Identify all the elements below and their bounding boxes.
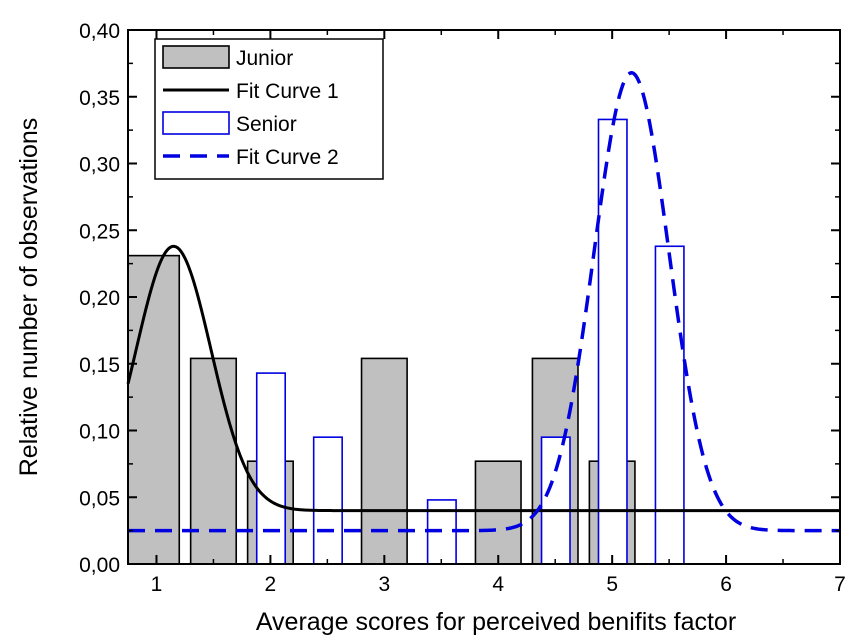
legend-label-fit-curve-2: Fit Curve 2 — [236, 146, 339, 169]
x-tick-label: 6 — [720, 573, 732, 596]
x-tick-label: 1 — [151, 573, 163, 596]
x-tick-label: 3 — [378, 573, 390, 596]
fit-curve-2-line — [128, 70, 840, 533]
junior-bar-1 — [127, 254, 181, 565]
y-tick-label: 0,05 — [79, 487, 120, 510]
y-tick-label: 0,25 — [79, 220, 120, 243]
bars-layer — [127, 118, 685, 565]
y-tick-label: 0,10 — [79, 421, 120, 444]
y-tick-label: 0,15 — [79, 354, 120, 377]
x-tick-label: 5 — [606, 573, 618, 596]
junior-bar-4 — [360, 357, 408, 565]
x-tick-label: 4 — [492, 573, 504, 596]
senior-bar-6 — [654, 245, 685, 565]
senior-bar-4 — [540, 436, 571, 565]
legend-label-fit-curve-1: Fit Curve 1 — [236, 80, 339, 103]
ticks-layer: 1 2 3 4 5 6 7 0,00 0,05 0,10 0,15 0,20 0,25 0,30 0,35 0… — [79, 20, 846, 596]
legend-swatch-senior — [162, 111, 230, 135]
y-tick-label: 0,00 — [79, 554, 120, 577]
y-tick-label: 0,40 — [79, 20, 120, 43]
senior-bar-5 — [597, 118, 628, 565]
y-tick-label: 0,30 — [79, 154, 120, 177]
junior-bar-2 — [189, 357, 238, 565]
senior-bar-1 — [255, 372, 287, 565]
x-axis-title: Average scores for perceived benifits fa… — [256, 608, 736, 636]
y-tick-label: 0,35 — [79, 87, 120, 110]
x-tick-label: 2 — [265, 573, 277, 596]
senior-bar-2 — [312, 436, 343, 565]
fit-curve-1-line — [126, 244, 840, 513]
curves-layer — [126, 70, 840, 533]
x-tick-label: 7 — [834, 573, 846, 596]
legend-label-senior: Senior — [236, 113, 297, 136]
legend-label-junior: Junior — [236, 47, 293, 70]
y-tick-label: 0,20 — [79, 287, 120, 310]
y-axis-title: Relative number of observations — [15, 118, 43, 477]
junior-bar-5 — [474, 460, 522, 565]
legend-swatch-junior — [162, 45, 230, 69]
legend: Junior Fit Curve 1 Senior Fit Curve 2 — [154, 38, 384, 180]
